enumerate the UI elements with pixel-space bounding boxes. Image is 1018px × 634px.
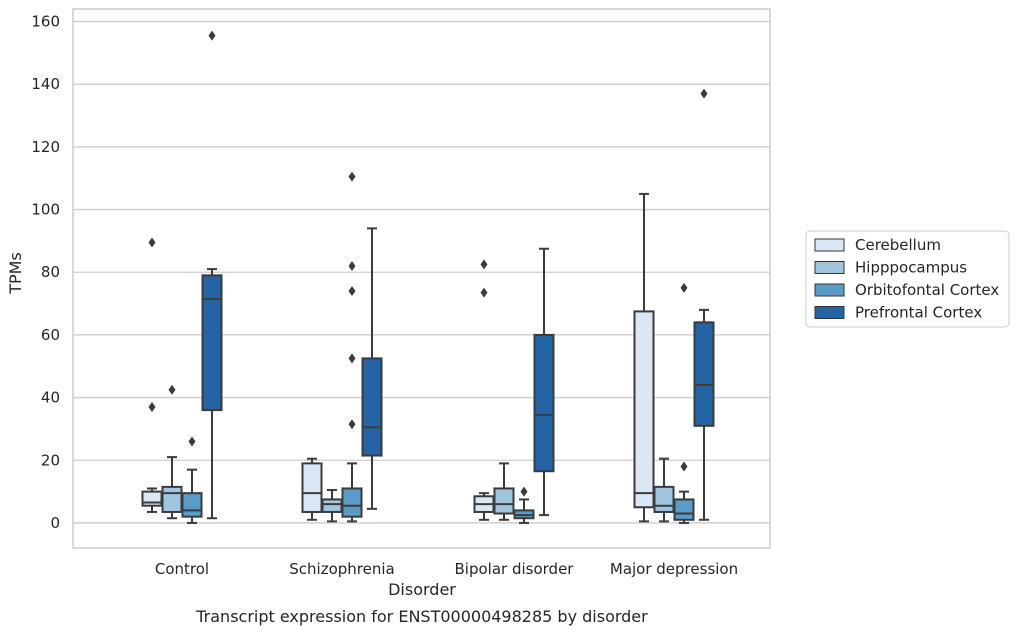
box-iqr: [181, 492, 203, 518]
box-group: [493, 462, 515, 521]
box-group: [513, 486, 535, 524]
y-tick-label: 60: [41, 326, 60, 344]
y-tick-label: 120: [31, 138, 60, 156]
legend-frame: [805, 230, 1010, 328]
box-iqr: [141, 490, 163, 507]
x-tick-label: Major depression: [610, 560, 738, 578]
legend: Cerebellum Hipppocampus Orbitofontal Corte…: [805, 230, 1010, 328]
y-tick-label: 140: [31, 75, 60, 93]
box-group: [473, 259, 495, 521]
outlier-point: [168, 384, 176, 395]
outlier-point: [680, 461, 688, 472]
box-group: [181, 436, 203, 524]
box-iqr: [341, 487, 363, 518]
box-iqr: [693, 321, 715, 427]
box-iqr: [361, 357, 383, 457]
box-iqr: [161, 485, 183, 513]
outlier-point: [480, 259, 488, 270]
outlier-point: [348, 286, 356, 297]
legend-label: Orbitofontal Cortex: [855, 281, 999, 299]
legend-label: Hipppocampus: [855, 259, 967, 277]
chart-caption: Transcript expression for ENST0000049828…: [195, 607, 648, 626]
box-group: [201, 30, 223, 520]
box-iqr: [321, 498, 343, 513]
outlier-point: [348, 171, 356, 182]
x-tick-label: Control: [155, 560, 209, 578]
outlier-point: [348, 353, 356, 364]
box-group: [161, 384, 183, 520]
y-axis-label: TPMs: [6, 252, 25, 295]
box-iqr: [633, 310, 655, 509]
box-iqr: [673, 498, 695, 521]
box-group: [301, 457, 323, 521]
x-axis-ticks: Control Schizophrenia Bipolar disorder Majo…: [155, 560, 738, 578]
outlier-point: [480, 287, 488, 298]
y-tick-label: 0: [50, 514, 60, 532]
outlier-point: [208, 30, 216, 41]
box-group: [141, 237, 163, 513]
box-iqr: [301, 462, 323, 513]
box-group: [633, 192, 655, 523]
box-group: [693, 88, 715, 521]
y-tick-label: 160: [31, 13, 60, 31]
x-tick-label: Schizophrenia: [289, 560, 394, 578]
y-tick-label: 80: [41, 263, 60, 281]
outlier-point: [348, 260, 356, 271]
box-group: [321, 489, 343, 523]
outlier-point: [680, 282, 688, 293]
box-group: [341, 171, 363, 523]
outlier-point: [520, 486, 528, 497]
box-group: [533, 247, 555, 517]
y-tick-label: 20: [41, 451, 60, 469]
plot-boxes: [141, 30, 715, 524]
box-iqr: [653, 485, 675, 513]
box-iqr: [533, 333, 555, 473]
outlier-point: [148, 401, 156, 412]
box-iqr: [201, 274, 223, 412]
outlier-point: [148, 237, 156, 248]
plot-frame: [72, 8, 771, 549]
box-group: [673, 282, 695, 524]
legend-swatch: [814, 261, 845, 274]
legend-label: Prefrontal Cortex: [855, 304, 982, 322]
y-axis-ticks: 0 20 40 60 80 100 120 140 160: [31, 13, 60, 532]
gridlines: [73, 20, 770, 524]
legend-swatch: [814, 306, 845, 319]
x-tick-label: Bipolar disorder: [455, 560, 575, 578]
outlier-point: [348, 419, 356, 430]
legend-swatch: [814, 283, 845, 297]
box-iqr: [493, 487, 515, 515]
box-group: [361, 227, 383, 510]
x-axis-label: Disorder: [388, 580, 456, 599]
legend-label: Cerebellum: [855, 236, 941, 254]
y-tick-label: 40: [41, 389, 60, 407]
y-tick-label: 100: [31, 201, 60, 219]
outlier-point: [700, 88, 708, 99]
outlier-point: [188, 436, 196, 447]
legend-swatch: [814, 238, 845, 252]
box-group: [653, 457, 675, 523]
